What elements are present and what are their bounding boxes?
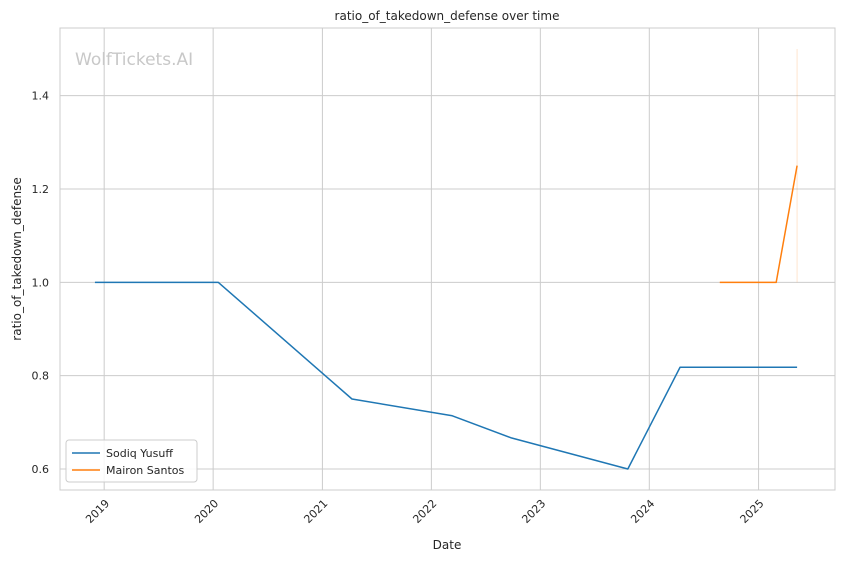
legend-box	[65, 439, 198, 483]
legend-label: Sodiq Yusuff	[106, 447, 173, 460]
x-tick-label: 2021	[301, 497, 330, 526]
x-tick-label: 2024	[628, 497, 657, 526]
grid	[60, 28, 835, 490]
y-tick-label: 1.2	[32, 183, 50, 196]
x-tick-label: 2023	[519, 497, 548, 526]
y-tick-label: 0.6	[32, 463, 50, 476]
watermark-text: WolfTickets.AI	[75, 50, 193, 70]
x-axis-ticks: 2019 2020 2021 2022 2023 2024 2025	[83, 497, 766, 526]
x-tick-label: 2019	[83, 497, 112, 526]
series-line-1	[719, 165, 798, 284]
legend-label: Mairon Santos	[106, 464, 185, 477]
y-axis-label: ratio_of_takedown_defense	[10, 177, 24, 340]
y-tick-label: 0.8	[32, 370, 50, 383]
y-tick-label: 1.0	[32, 276, 50, 289]
plot-area	[59, 27, 836, 491]
series-line-0	[94, 281, 798, 470]
y-axis-ticks: 0.6 0.8 1.0 1.2 1.4	[32, 90, 50, 476]
y-tick-label: 1.4	[32, 90, 50, 103]
x-axis-label: Date	[433, 538, 462, 552]
chart-title: ratio_of_takedown_defense over time	[335, 9, 560, 23]
x-tick-label: 2020	[192, 497, 221, 526]
x-tick-label: 2025	[738, 497, 767, 526]
x-tick-label: 2022	[410, 497, 439, 526]
legend: Sodiq Yusuff Mairon Santos	[65, 439, 198, 483]
series-layer	[94, 49, 798, 470]
